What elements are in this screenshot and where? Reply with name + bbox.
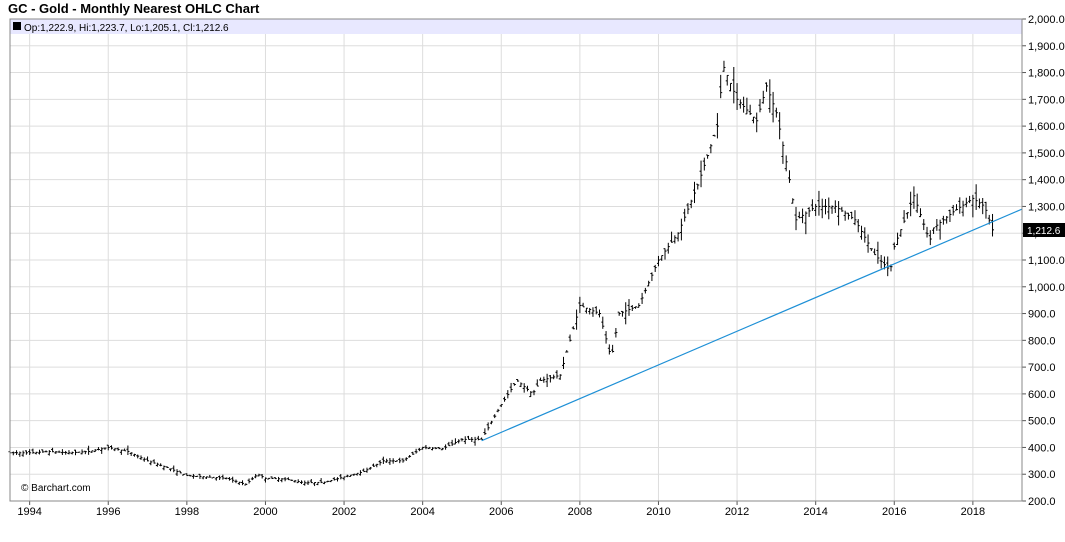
x-tick-label: 2014 <box>803 506 827 518</box>
y-tick-label: 300.0 <box>1028 469 1056 481</box>
x-tick-label: 2010 <box>646 506 670 518</box>
y-tick-label: 400.0 <box>1028 442 1056 454</box>
y-tick-label: 1,100.0 <box>1028 255 1065 267</box>
x-axis-ticks: 1994 1996 1998 2000 2002 2004 2006 2008 2010 2012… <box>17 501 985 518</box>
y-tick-label: 500.0 <box>1028 416 1056 428</box>
x-tick-label: 1994 <box>17 506 41 518</box>
y-tick-label: 200.0 <box>1028 496 1056 508</box>
trendline <box>481 208 1023 442</box>
y-tick-label: 1,300.0 <box>1028 201 1065 213</box>
chart-title: GC - Gold - Monthly Nearest OHLC Chart <box>8 1 260 16</box>
x-tick-label: 2006 <box>489 506 513 518</box>
x-tick-label: 1998 <box>175 506 199 518</box>
y-tick-label: 800.0 <box>1028 335 1056 347</box>
y-tick-label: 1,400.0 <box>1028 175 1065 187</box>
plot-border <box>9 18 1023 502</box>
y-tick-label: 2,000.0 <box>1028 14 1065 26</box>
x-tick-label: 1996 <box>96 506 120 518</box>
info-text: Op:1,222.9, Hi:1,223.7, Lo:1,205.1, Cl:1… <box>24 23 229 34</box>
grid <box>10 18 1022 502</box>
x-tick-label: 2008 <box>568 506 592 518</box>
x-tick-label: 2016 <box>882 506 906 518</box>
x-tick-label: 2002 <box>332 506 356 518</box>
info-square-icon <box>13 22 21 30</box>
y-tick-label: 1,600.0 <box>1028 121 1065 133</box>
y-axis-ticks: 2,000.0 1,900.0 1,800.0 1,700.0 1,600.0 1,500… <box>1022 14 1065 508</box>
y-tick-label: 1,500.0 <box>1028 148 1065 160</box>
x-tick-label: 2012 <box>725 506 749 518</box>
x-tick-label: 2004 <box>410 506 434 518</box>
info-band <box>10 19 1022 34</box>
y-tick-label: 1,000.0 <box>1028 282 1065 294</box>
y-tick-label: 1,700.0 <box>1028 94 1065 106</box>
y-tick-label: 600.0 <box>1028 389 1056 401</box>
ohlc-bars <box>8 60 995 487</box>
y-tick-label: 1,900.0 <box>1028 41 1065 53</box>
barchart-credit: © Barchart.com <box>21 483 91 494</box>
y-tick-label: 1,800.0 <box>1028 68 1065 80</box>
y-tick-label: 700.0 <box>1028 362 1056 374</box>
last-value-label: 1,212.6 <box>1027 226 1061 237</box>
y-tick-label: 900.0 <box>1028 309 1056 321</box>
last-value-box <box>1023 223 1065 237</box>
x-tick-label: 2018 <box>961 506 985 518</box>
x-tick-label: 2000 <box>253 506 277 518</box>
